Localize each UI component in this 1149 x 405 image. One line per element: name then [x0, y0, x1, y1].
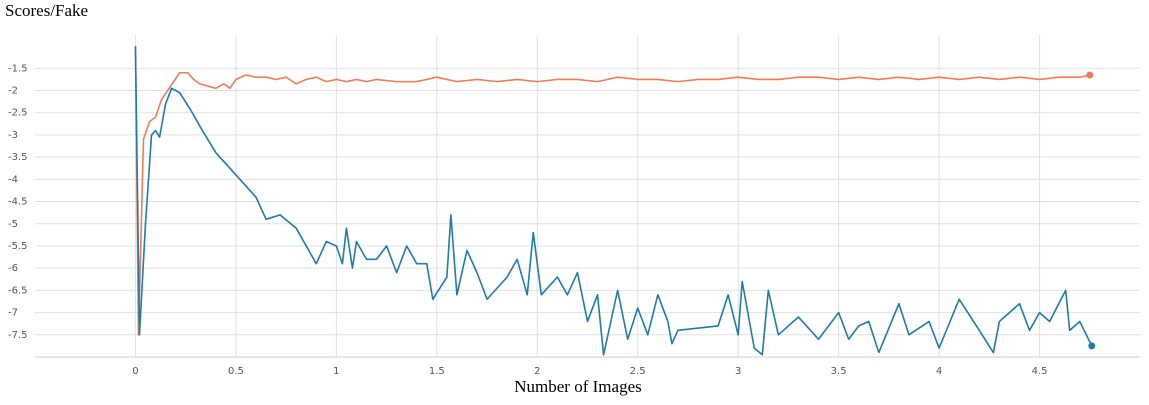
- end-marker: [1086, 71, 1094, 79]
- y-tick-label: -2.5: [8, 108, 28, 119]
- y-tick-label: -3.5: [8, 152, 28, 163]
- y-tick-label: -7.5: [8, 330, 28, 341]
- x-tick-label: 3: [735, 366, 741, 377]
- x-tick-label: 4: [936, 366, 942, 377]
- end-marker: [1088, 342, 1096, 350]
- x-tick-label: 1.5: [429, 366, 445, 377]
- x-tick-label: 0: [132, 366, 138, 377]
- x-tick-label: 2: [534, 366, 540, 377]
- y-tick-label: -6.5: [8, 285, 28, 296]
- x-tick-label: 4.5: [1032, 366, 1048, 377]
- x-tick-label: 3.5: [831, 366, 847, 377]
- y-tick-label: -4.5: [8, 197, 28, 208]
- y-tick-label: -2: [8, 86, 18, 97]
- series-line: [134, 46, 1090, 336]
- y-tick-label: -5: [8, 219, 18, 230]
- y-tick-label: -5.5: [8, 241, 28, 252]
- y-tick-label: -1.5: [8, 63, 28, 74]
- y-tick-label: -7: [8, 308, 18, 319]
- chart-title: Scores/Fake: [5, 1, 88, 20]
- series-line: [134, 46, 1093, 356]
- y-tick-label: -6: [8, 263, 18, 274]
- x-tick-label: 1: [333, 366, 339, 377]
- x-tick-label: 2.5: [630, 366, 646, 377]
- y-tick-label: -4: [8, 174, 18, 185]
- y-tick-label: -3: [8, 130, 18, 141]
- x-axis-label: Number of Images: [514, 377, 641, 396]
- x-tick-label: 0.5: [228, 366, 244, 377]
